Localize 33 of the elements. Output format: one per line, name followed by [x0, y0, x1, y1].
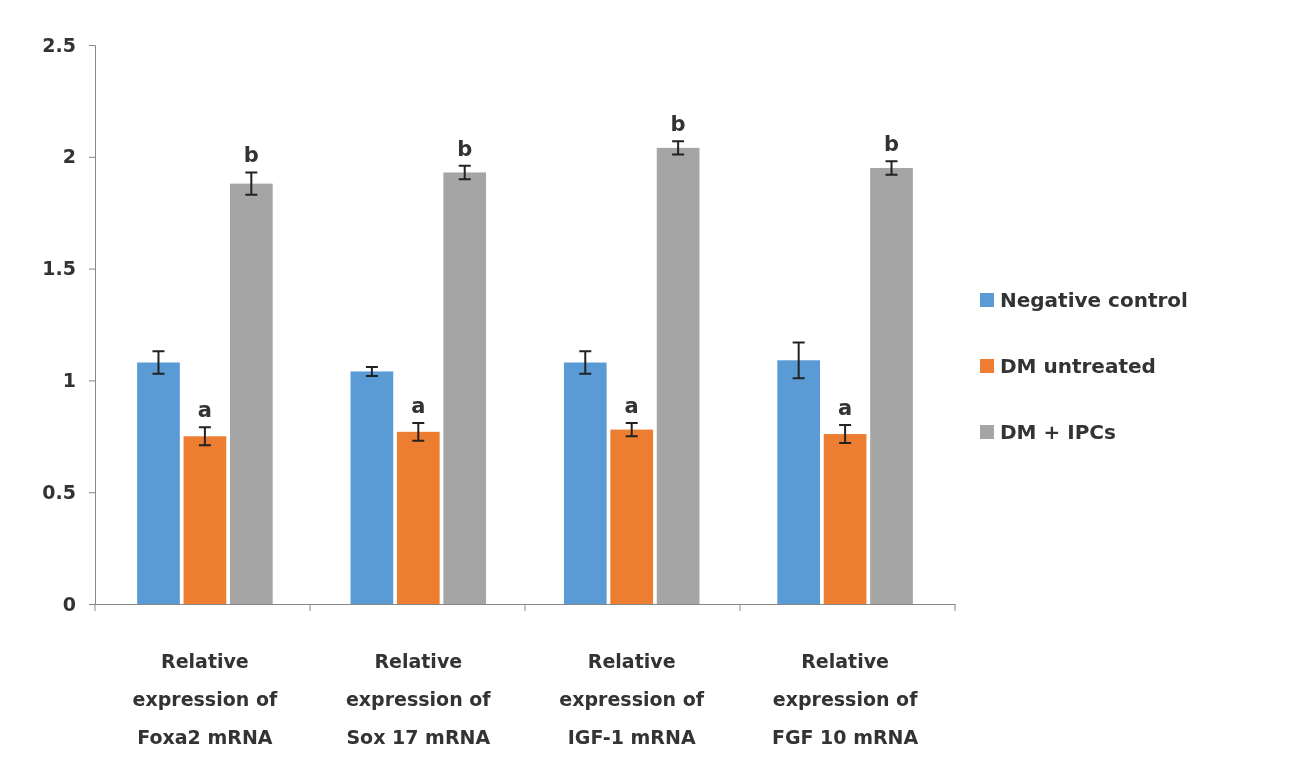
legend-label: DM untreated [1000, 354, 1156, 378]
y-tick-label: 2.5 [42, 33, 76, 56]
x-tick-label: Relative expression of IGF-1 mRNA [559, 650, 705, 748]
annotation: b [884, 132, 900, 157]
bar [396, 431, 440, 604]
annotation: a [838, 396, 853, 421]
x-tick-label: Relative expression of FGF 10 mRNA [771, 650, 919, 748]
bar [563, 362, 607, 604]
annotation: a [411, 393, 426, 418]
bar [443, 172, 487, 604]
x-tick-label: Relative expression of Sox 17 mRNA [345, 650, 492, 748]
legend-label: Negative control [1000, 288, 1188, 312]
annotation: b [670, 112, 686, 137]
y-tick-label: 1 [62, 368, 76, 391]
bar [350, 371, 394, 604]
x-tick-label: Relative expression of Foxa2 mRNA [132, 650, 278, 748]
bar [183, 436, 227, 604]
y-tick-label: 2 [62, 145, 76, 168]
annotation: b [457, 136, 473, 161]
bar [137, 362, 180, 604]
bar [656, 147, 700, 604]
y-tick-label: 0.5 [42, 480, 76, 503]
bar [777, 360, 821, 604]
y-tick-label: 0 [62, 592, 76, 615]
y-tick-label: 1.5 [42, 257, 76, 280]
legend-label: DM + IPCs [1000, 420, 1116, 444]
annotation: a [197, 398, 212, 423]
annotation: a [624, 393, 639, 418]
bar [823, 434, 867, 604]
bar [870, 167, 913, 604]
bar [610, 429, 654, 604]
bar [229, 183, 273, 604]
annotation: b [243, 143, 259, 168]
